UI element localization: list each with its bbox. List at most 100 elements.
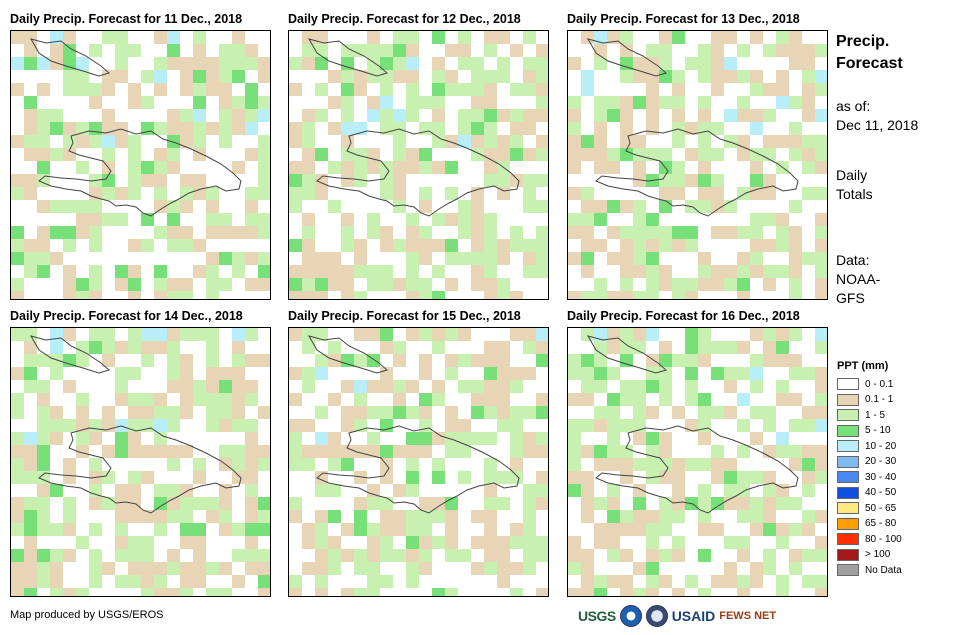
precip-cell [167,291,180,299]
precip-cell [76,393,89,406]
precip-cell [154,341,167,354]
precip-cell [750,213,763,226]
precip-cell [154,148,167,161]
precip-cell [672,549,685,562]
precip-cell [89,328,102,341]
precip-cell [724,536,737,549]
precip-cell [581,83,594,96]
precip-cell [724,70,737,83]
precip-cell [581,354,594,367]
precip-cell [815,213,827,226]
precip-cell [154,31,167,44]
precip-cell [193,265,206,278]
precip-cell [698,252,711,265]
precip-cell [445,419,458,432]
precip-cell [141,445,154,458]
precip-cell [89,96,102,109]
precip-cell [245,354,258,367]
precip-cell [206,328,219,341]
precip-cell [763,549,776,562]
precip-cell [380,536,393,549]
precip-cell [354,549,367,562]
precip-cell [607,367,620,380]
precip-cell [406,523,419,536]
precip-cell [289,497,302,510]
precip-cell [141,70,154,83]
precip-cell [568,432,581,445]
precip-cell [581,70,594,83]
precip-cell [724,484,737,497]
precip-cell [37,122,50,135]
precip-cell [354,70,367,83]
precip-cell [380,96,393,109]
precip-cell [167,161,180,174]
precip-cell [685,367,698,380]
precip-cell [737,588,750,596]
precip-cell [568,109,581,122]
precip-cell [315,432,328,445]
precip-cell [245,393,258,406]
precip-cell [102,445,115,458]
precip-cell [50,109,63,122]
precip-cell [750,161,763,174]
precip-cell [685,419,698,432]
precip-cell [115,549,128,562]
precip-cell [646,588,659,596]
precip-cell [50,252,63,265]
precip-cell [445,510,458,523]
precip-cell [510,239,523,252]
precip-cell [245,328,258,341]
precip-cell [180,109,193,122]
precip-cell [128,83,141,96]
precip-cell [620,96,633,109]
precip-cell [393,122,406,135]
precip-cell [37,265,50,278]
precip-cell [659,510,672,523]
precip-cell [711,406,724,419]
precip-cell [581,471,594,484]
precip-cell [11,497,24,510]
precip-cell [510,367,523,380]
precip-cell [154,510,167,523]
precip-cell [50,419,63,432]
precip-cell [776,83,789,96]
precip-cell [219,380,232,393]
precip-cell [523,70,536,83]
precip-cell [167,406,180,419]
precip-cell [315,354,328,367]
precip-cell [219,57,232,70]
precip-cell [219,252,232,265]
precip-cell [24,174,37,187]
precip-cell [76,588,89,596]
precip-cell [607,226,620,239]
panel-title-2: Daily Precip. Forecast for 12 Dec., 2018 [288,12,521,26]
precip-cell [568,588,581,596]
precip-cell [724,341,737,354]
precip-cell [815,510,827,523]
precip-cell [167,44,180,57]
precip-cell [245,122,258,135]
precip-cell [128,328,141,341]
precip-cell [393,510,406,523]
precip-cell [180,588,193,596]
precip-cell [789,458,802,471]
precip-cell [568,135,581,148]
precip-cell [510,445,523,458]
precip-cell [484,549,497,562]
precip-cell [128,419,141,432]
precip-cell [206,341,219,354]
precip-cell [737,226,750,239]
precip-cell [245,419,258,432]
precip-cell [471,252,484,265]
precip-cell [128,393,141,406]
precip-cell [76,536,89,549]
precip-cell [659,31,672,44]
precip-cell [341,122,354,135]
precip-cell [102,148,115,161]
precip-cell [620,549,633,562]
precip-cell [497,31,510,44]
precip-cell [193,393,206,406]
precip-cell [11,83,24,96]
precip-cell [180,536,193,549]
precip-cell [219,226,232,239]
